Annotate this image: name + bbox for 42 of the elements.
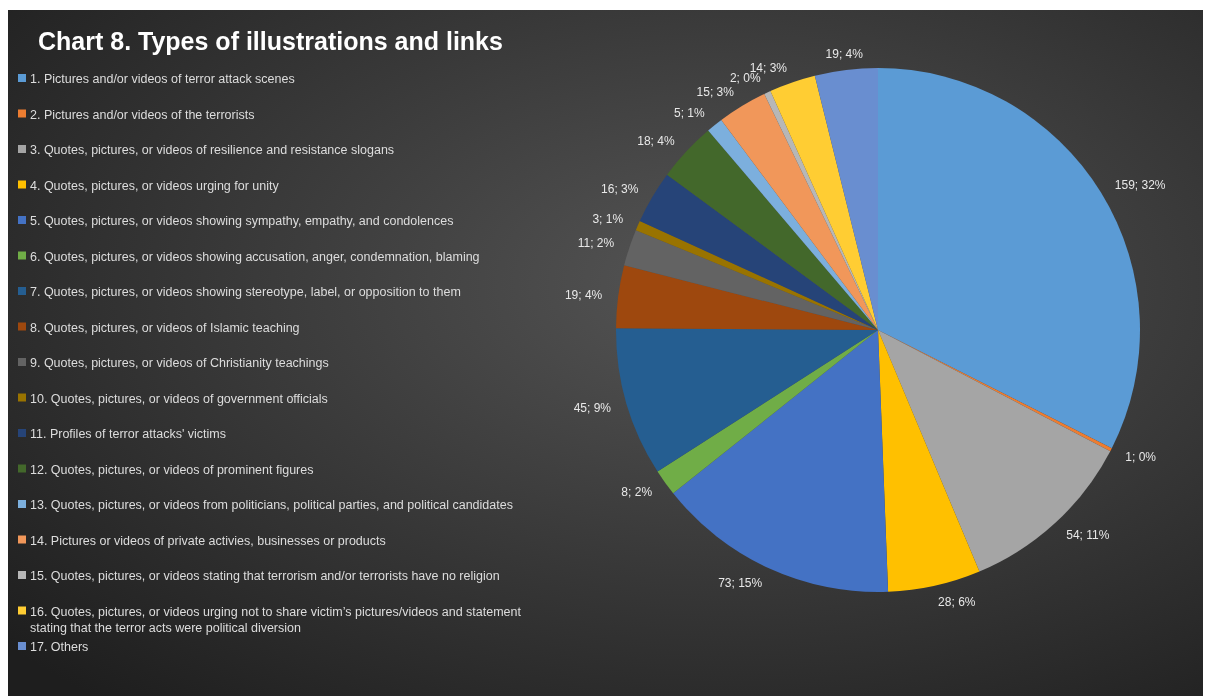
pie-slice [657, 330, 878, 494]
legend-label: 16. Quotes, pictures, or videos urging not to share victim’s pictures/videos and statement stating that the terror acts were political diversion [30, 604, 522, 635]
pie-slice [878, 330, 1111, 572]
data-label: 1; 0% [1125, 450, 1157, 465]
data-label: 8; 2% [621, 485, 653, 500]
legend-label: 13. Quotes, pictures, or videos from politicians, political parties, and political candidates [30, 498, 513, 512]
data-label: 3; 1% [592, 212, 624, 227]
legend-label: 2. Pictures and/or videos of the terrorists [30, 107, 255, 122]
data-label: 45; 9% [573, 400, 612, 415]
legend-label: 7. Quotes, pictures, or videos showing stereotype, label, or opposition to them [30, 285, 461, 299]
data-label: 15; 3% [696, 85, 735, 100]
pie-slice [878, 68, 1140, 449]
chart-title: Chart 8. Types of illustrations and links [38, 27, 503, 55]
legend-label: 12. Quotes, pictures, or videos of prominent figures [30, 462, 314, 477]
legend-label: 4. Quotes, pictures, or videos urging for unity [30, 178, 280, 193]
pie-slice [639, 174, 878, 330]
data-label: 18; 4% [637, 133, 675, 148]
pie-slice [616, 265, 878, 330]
legend-label: 10. Quotes, pictures, or videos of government officials [30, 391, 328, 406]
data-label: 19; 4% [825, 47, 864, 62]
pie-slice [673, 330, 889, 592]
legend-label: 17. Others [30, 640, 89, 654]
data-label: 159; 32% [1114, 177, 1166, 192]
legend-label: 14. Pictures or videos of private activies, businesses or products [30, 533, 386, 548]
legend-label: 1. Pictures and/or videos of terror attack scenes [30, 72, 295, 86]
legend-label: 6. Quotes, pictures, or videos showing accusation, anger, condemnation, blaming [30, 249, 480, 264]
legend-label: 3. Quotes, pictures, or videos of resilience and resistance slogans [30, 143, 395, 157]
data-label: 16; 3% [601, 182, 639, 197]
pie-slice [616, 328, 878, 472]
legend-label: 15. Quotes, pictures, or videos stating that terrorism and/or terrorists have no religion [30, 569, 500, 583]
legend-label: 9. Quotes, pictures, or videos of Christianity teachings [30, 356, 329, 370]
legend-label: 8. Quotes, pictures, or videos of Islamic teaching [30, 320, 300, 335]
data-label: 28; 6% [938, 594, 976, 609]
data-label: 73; 15% [718, 575, 763, 590]
data-label: 5; 1% [673, 105, 705, 120]
legend-label: 5. Quotes, pictures, or videos showing sympathy, empathy, and condolences [30, 214, 454, 228]
data-label: 54; 11% [1066, 527, 1110, 542]
pie-slice [878, 330, 980, 592]
pie-slice [814, 68, 878, 330]
data-label: 19; 4% [564, 287, 603, 302]
legend-label: 11. Profiles of terror attacks' victims [30, 427, 226, 441]
data-label: 11; 2% [577, 235, 615, 250]
